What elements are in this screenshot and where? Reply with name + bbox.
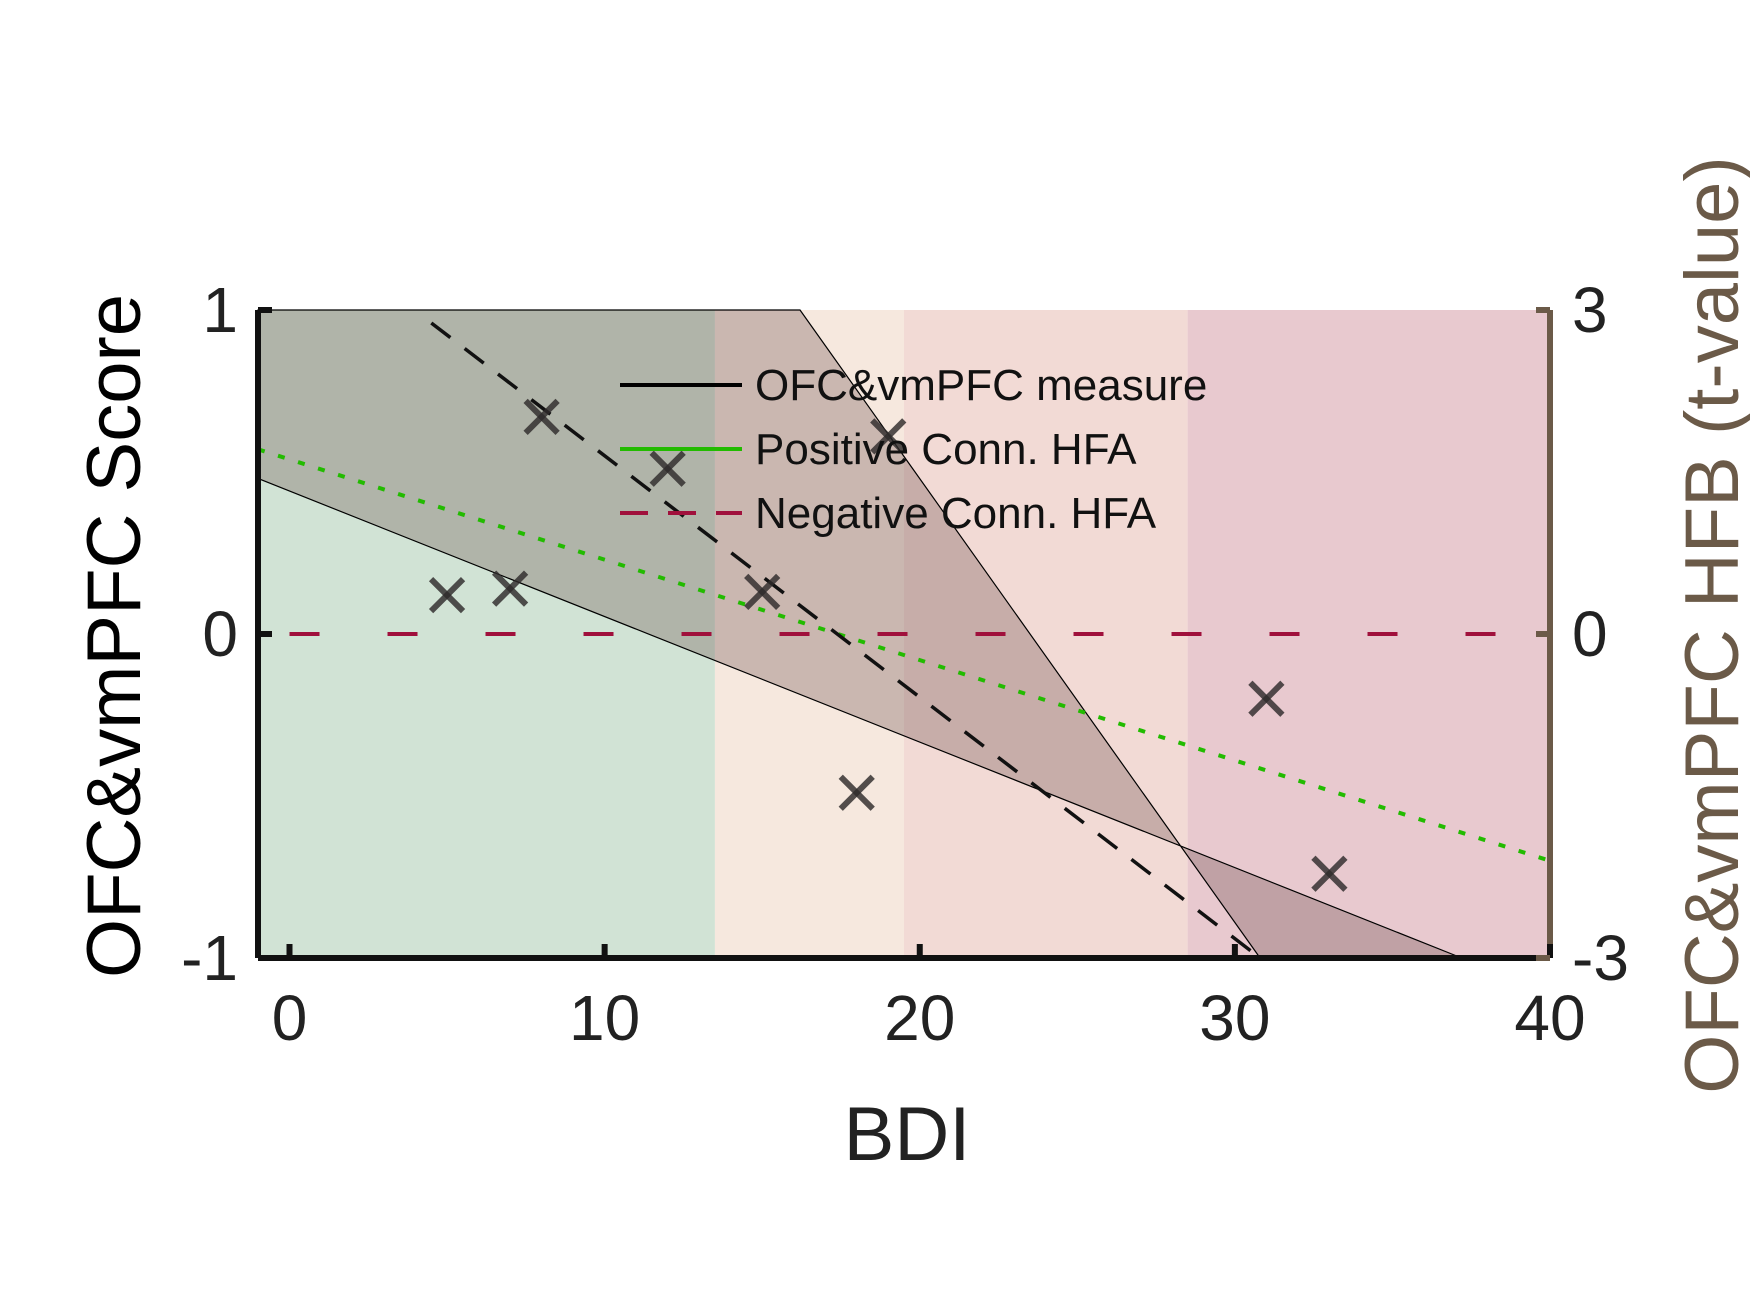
- marker-stroke: [1248, 680, 1285, 717]
- marker-stroke: [523, 398, 560, 436]
- series-lines: [257, 321, 1551, 960]
- marker-stroke: [491, 570, 529, 607]
- positive-conn-line: [257, 447, 1551, 863]
- data-points: [428, 398, 1348, 892]
- data-point-9: [1311, 855, 1348, 892]
- y-right-tick-label: 0: [1572, 598, 1608, 670]
- x-tick-label: 0: [272, 982, 308, 1054]
- marker-stroke: [1311, 855, 1348, 892]
- axes: [255, 307, 1553, 961]
- y-right-tick-label: 3: [1572, 274, 1608, 346]
- data-point-1: [428, 576, 466, 614]
- legend-label-1: OFC&vmPFC measure: [755, 361, 1207, 410]
- marker-stroke: [838, 774, 875, 811]
- y-tick-label: -1: [181, 922, 238, 994]
- data-point-7: [870, 418, 907, 455]
- tick-labels: 0 10 20 30 40 -1 0 1 -3 0 3: [181, 274, 1629, 1054]
- y-axis-title: OFC&vmPFC Score: [72, 294, 157, 978]
- legend: OFC&vmPFC measure Positive Conn. HFA Negat…: [620, 361, 1207, 538]
- marker-stroke: [744, 573, 781, 611]
- legend-label-3: Negative Conn. HFA: [755, 489, 1157, 538]
- data-point-8: [1248, 680, 1285, 717]
- x-tick-label: 40: [1514, 982, 1585, 1054]
- y-right-tick-label: -3: [1572, 922, 1629, 994]
- x-tick-label: 10: [569, 982, 640, 1054]
- x-tick-label: 20: [884, 982, 955, 1054]
- data-point-5: [744, 573, 781, 611]
- marker-stroke: [428, 576, 466, 614]
- data-point-3: [523, 398, 560, 436]
- marker-stroke: [649, 450, 686, 487]
- legend-label-2: Positive Conn. HFA: [755, 425, 1137, 474]
- background-band-3: [904, 310, 1188, 958]
- regression-fit-line: [430, 321, 1262, 960]
- marker-stroke: [870, 418, 907, 455]
- y-axis-right-title: OFC&vmPFC HFB (t-value): [1670, 156, 1750, 1093]
- y-tick-label: 0: [202, 598, 238, 670]
- x-tick-label: 30: [1199, 982, 1270, 1054]
- y-tick-label: 1: [202, 274, 238, 346]
- data-point-6: [838, 774, 875, 811]
- data-point-2: [491, 570, 529, 607]
- data-point-4: [649, 450, 686, 487]
- x-axis-title: BDI: [844, 1092, 971, 1177]
